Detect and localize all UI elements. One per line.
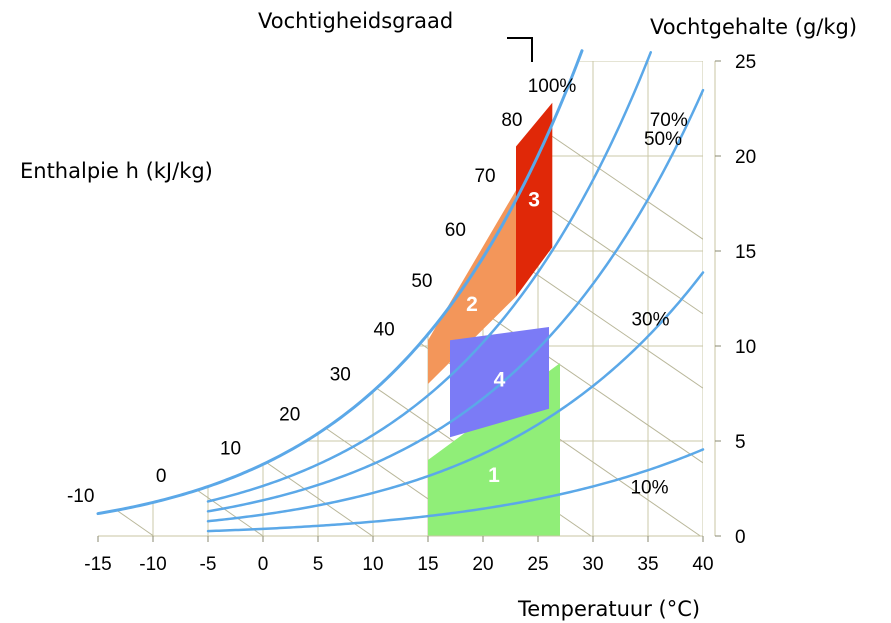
- grid-lines: [98, 61, 703, 536]
- enthalpy-tick-label: -10: [67, 486, 94, 507]
- y-tick-label: 5: [735, 432, 746, 453]
- x-tick-label: 25: [527, 554, 548, 575]
- x-tick-label: -10: [139, 554, 166, 575]
- rh-label-50: 50%: [644, 129, 682, 150]
- x-tick-label: 10: [362, 554, 383, 575]
- rh-label-30: 30%: [631, 309, 669, 330]
- x-tick-label: -15: [84, 554, 111, 575]
- enthalpy-line: [503, 102, 703, 536]
- enthalpy-tick-label: 20: [279, 404, 300, 425]
- zone-label-2: 2: [466, 293, 478, 316]
- enthalpy-tick-label: 80: [501, 110, 522, 131]
- x-axis-ticks: -15 -10 -5 0 5 10 15 20 25 30 35 40: [84, 536, 714, 575]
- x-tick-label: 40: [692, 554, 713, 575]
- x-tick-label: 0: [258, 554, 269, 575]
- zone-3: [516, 102, 553, 297]
- rh-curve-30: [206, 271, 705, 523]
- rh-labels: 100% 70%50% 30% 10%: [528, 76, 688, 498]
- enthalpy-tick-label: 50: [411, 271, 432, 292]
- x-tick-label: 15: [417, 554, 438, 575]
- x-tick-label: -5: [200, 554, 217, 575]
- rh-label-100: 100%: [528, 76, 577, 97]
- saturation-line: [96, 49, 584, 516]
- enthalpy-ticks: -10 0 10 20 30 40 50 60 70 80: [67, 110, 523, 507]
- enthalpy-tick-label: 30: [330, 364, 351, 385]
- x-tick-label: 30: [582, 554, 603, 575]
- y-tick-label: 25: [735, 52, 756, 73]
- rh-curve-70: [206, 51, 652, 503]
- moisture-axis-title: Vochtgehalte (g/kg): [650, 15, 857, 39]
- x-tick-label: 20: [472, 554, 493, 575]
- enthalpy-tick-label: 0: [156, 466, 167, 487]
- enthalpy-tick-label: 70: [474, 166, 495, 187]
- rh-title: Vochtigheidsgraad: [258, 9, 453, 33]
- y-tick-label: 0: [735, 527, 746, 548]
- axes: [98, 61, 716, 537]
- rh-curves: [206, 51, 705, 533]
- rh-curve-100: [96, 49, 584, 516]
- enthalpy-axis-title: Enthalpie h (kJ/kg): [20, 159, 213, 183]
- enthalpy-tick-label: 60: [445, 220, 466, 241]
- y-tick-label: 20: [735, 147, 756, 168]
- zone-label-3: 3: [528, 188, 540, 211]
- y-tick-label: 10: [735, 337, 756, 358]
- rh-curve-50: [206, 88, 705, 513]
- x-tick-label: 5: [313, 554, 324, 575]
- rh-title-pointer: [507, 37, 533, 62]
- y-axis-ticks: 0 5 10 15 20 25: [715, 52, 756, 548]
- zone-labels: 1 2 3 4: [466, 188, 540, 487]
- temperature-axis-title: Temperatuur (°C): [517, 597, 700, 621]
- y-tick-label: 15: [735, 242, 756, 263]
- rh-label-70: 70%: [650, 110, 688, 131]
- zone-label-4: 4: [494, 368, 506, 391]
- rh-curve-10: [206, 448, 705, 533]
- x-tick-label: 35: [637, 554, 658, 575]
- enthalpy-tick-label: 10: [220, 439, 241, 460]
- rh-label-10: 10%: [630, 477, 668, 498]
- zone-4: [450, 327, 549, 438]
- zone-label-1: 1: [488, 464, 500, 487]
- enthalpy-tick-label: 40: [374, 319, 395, 340]
